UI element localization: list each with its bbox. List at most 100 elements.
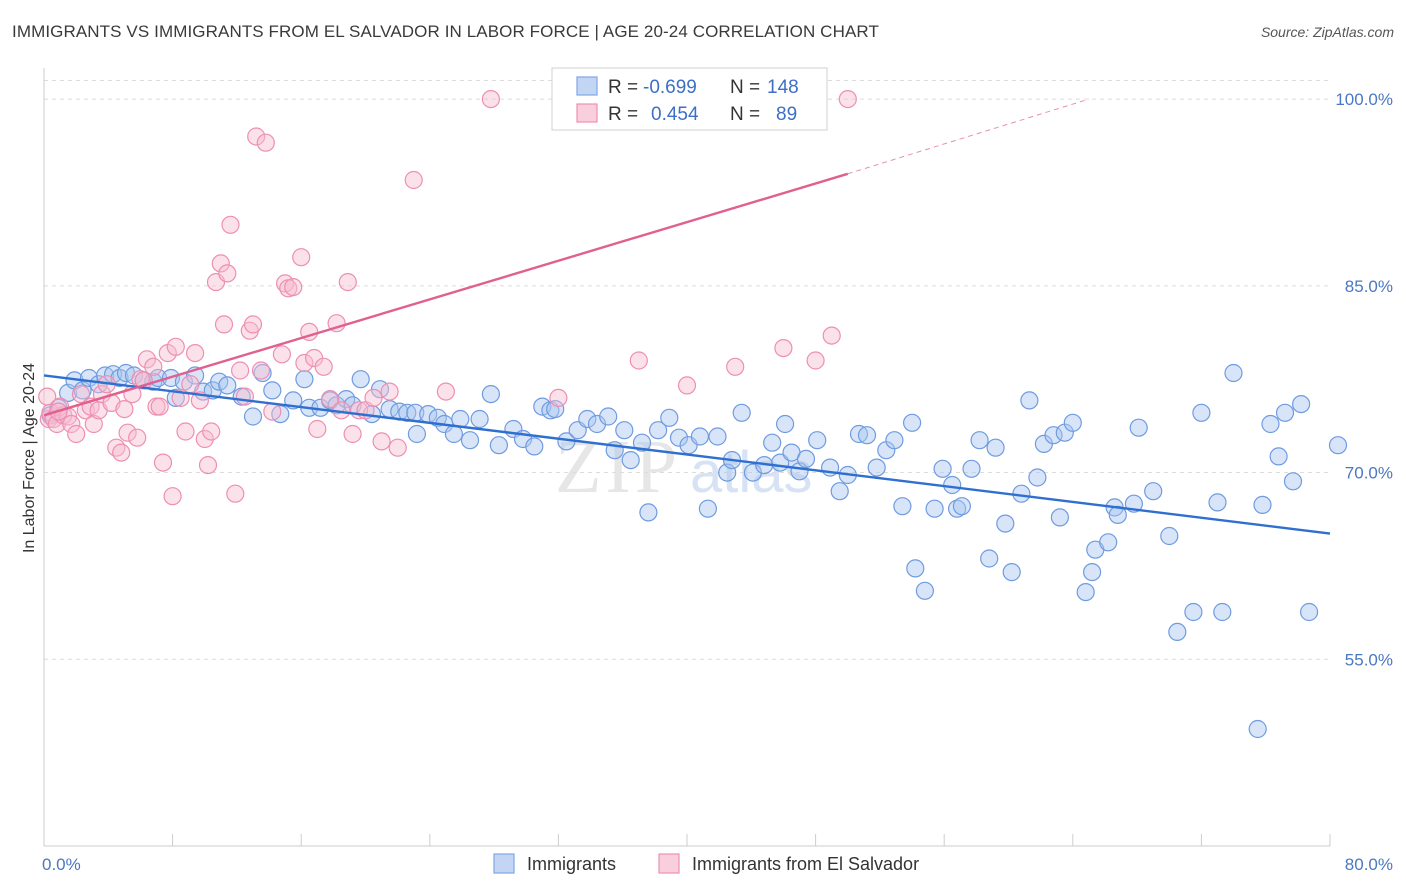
legend-r-value-2: 0.454 xyxy=(651,104,699,125)
data-point-el-salvador xyxy=(235,387,254,406)
data-point-el-salvador xyxy=(150,397,169,416)
data-point-el-salvador xyxy=(226,484,245,503)
data-point-el-salvador xyxy=(112,443,131,462)
series-el-salvador-points xyxy=(38,89,857,506)
data-point-el-salvador xyxy=(380,382,399,401)
data-point-immigrants xyxy=(578,409,597,429)
data-point-immigrants xyxy=(1248,719,1267,739)
data-point-el-salvador xyxy=(292,248,311,267)
y-tick-label: 55.0% xyxy=(1345,650,1393,669)
data-point-immigrants xyxy=(218,376,237,395)
data-point-el-salvador xyxy=(256,133,275,152)
data-point-immigrants xyxy=(525,437,544,456)
data-point-immigrants xyxy=(796,449,816,468)
data-point-immigrants xyxy=(970,431,989,450)
data-point-el-salvador xyxy=(806,351,825,370)
data-point-immigrants xyxy=(885,431,904,450)
data-point-immigrants xyxy=(1168,622,1187,642)
data-point-immigrants xyxy=(669,428,689,447)
legend-n-value-1: 148 xyxy=(767,77,799,98)
data-point-immigrants xyxy=(1020,391,1039,410)
trend-lines xyxy=(43,98,1331,535)
trend-line-immigrants xyxy=(43,374,1331,535)
data-point-el-salvador xyxy=(388,438,407,457)
data-point-immigrants xyxy=(546,400,565,419)
data-point-immigrants xyxy=(1261,414,1280,434)
data-point-el-salvador xyxy=(163,487,182,506)
data-point-immigrants xyxy=(933,459,952,478)
data-point-immigrants xyxy=(763,433,782,452)
data-point-el-salvador xyxy=(263,402,282,421)
data-point-el-salvador xyxy=(549,388,568,407)
data-point-el-salvador xyxy=(243,315,263,334)
data-point-el-salvador xyxy=(62,414,81,434)
data-point-immigrants xyxy=(1299,602,1319,622)
data-point-immigrants xyxy=(599,407,618,426)
data-point-immigrants xyxy=(615,421,634,440)
data-point-immigrants xyxy=(1291,395,1311,414)
data-point-immigrants xyxy=(470,409,489,429)
data-point-immigrants xyxy=(639,503,658,522)
data-point-immigrants xyxy=(621,451,640,470)
y-tick-labels: 55.0% 70.0% 85.0% 100.0% xyxy=(1335,90,1393,669)
data-point-el-salvador xyxy=(404,170,423,190)
data-point-el-salvador xyxy=(481,89,500,109)
bottom-legend-swatch-el-salvador xyxy=(658,853,680,874)
data-point-immigrants xyxy=(915,581,935,600)
data-point-immigrants xyxy=(243,407,263,426)
data-point-immigrants xyxy=(1253,495,1272,514)
data-point-immigrants xyxy=(830,482,849,501)
data-point-immigrants xyxy=(1144,482,1163,501)
data-point-el-salvador xyxy=(838,89,857,109)
legend-swatch-immigrants xyxy=(576,76,598,96)
series-legend: Immigrants Immigrants from El Salvador xyxy=(493,853,919,874)
data-point-immigrants xyxy=(1192,403,1211,422)
data-point-immigrants xyxy=(1275,403,1295,422)
data-point-immigrants xyxy=(943,475,962,495)
data-point-el-salvador xyxy=(343,424,362,444)
data-point-immigrants xyxy=(808,431,827,450)
data-point-immigrants xyxy=(460,431,480,450)
data-point-immigrants xyxy=(351,370,370,389)
data-point-immigrants xyxy=(1082,562,1102,582)
data-point-immigrants xyxy=(407,424,426,444)
data-point-el-salvador xyxy=(107,438,126,457)
data-point-el-salvador xyxy=(166,337,185,356)
data-point-el-salvador xyxy=(295,353,314,373)
bottom-legend-label-el-salvador: Immigrants from El Salvador xyxy=(692,854,919,874)
legend-r-label-2: R = xyxy=(608,104,638,125)
legend-n-value-2: 89 xyxy=(776,104,797,125)
data-point-immigrants xyxy=(708,427,727,446)
data-point-el-salvador xyxy=(251,361,271,380)
y-tick-label: 70.0% xyxy=(1345,464,1393,483)
data-point-immigrants xyxy=(295,370,314,389)
x-tick-label-min: 0.0% xyxy=(42,855,81,874)
data-point-immigrants xyxy=(481,385,500,404)
data-point-immigrants xyxy=(698,499,718,518)
y-tick-label: 85.0% xyxy=(1345,277,1393,296)
data-point-immigrants xyxy=(986,438,1005,457)
data-point-immigrants xyxy=(166,388,185,407)
data-point-immigrants xyxy=(867,458,886,477)
data-point-el-salvador xyxy=(338,273,357,292)
data-point-el-salvador xyxy=(726,357,745,376)
data-point-el-salvador xyxy=(176,422,195,441)
data-point-immigrants xyxy=(1328,436,1348,455)
data-point-immigrants xyxy=(925,499,944,518)
data-point-el-salvador xyxy=(321,390,340,409)
data-point-el-salvador xyxy=(218,264,237,283)
data-point-immigrants xyxy=(732,403,751,422)
y-axis-label: In Labor Force | Age 20-24 xyxy=(21,363,38,553)
bottom-legend-label-immigrants: Immigrants xyxy=(527,854,616,874)
data-point-immigrants xyxy=(902,413,922,432)
data-point-immigrants xyxy=(1050,508,1070,527)
data-point-el-salvador xyxy=(822,326,841,345)
data-point-el-salvador xyxy=(153,453,173,472)
legend-n-label-1: N = xyxy=(730,77,760,98)
data-point-immigrants xyxy=(1063,413,1082,432)
data-point-immigrants xyxy=(952,497,972,516)
correlation-legend: R = -0.699 N = 148 R = 0.454 N = 89 xyxy=(551,67,828,131)
trend-line-el-salvador xyxy=(43,172,849,417)
data-point-immigrants xyxy=(1269,447,1288,466)
